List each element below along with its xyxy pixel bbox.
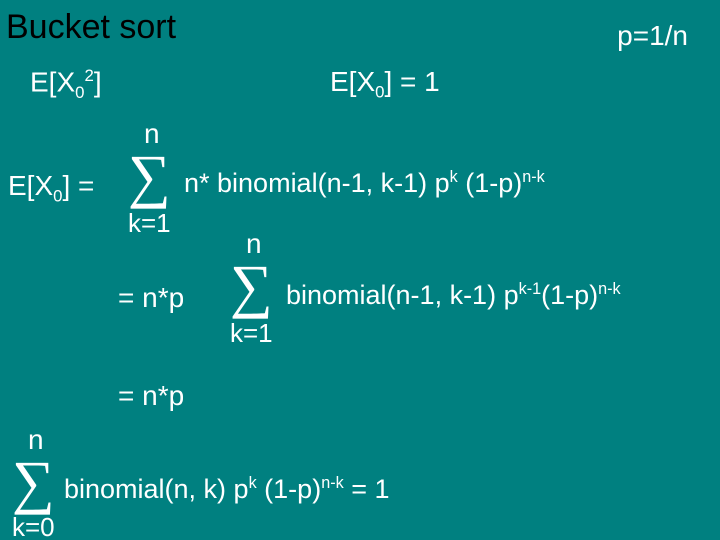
line3-result: = n*p (118, 380, 184, 412)
expectation-x0-squared: E[X02] (30, 66, 102, 103)
p-equation: p=1/n (617, 20, 688, 52)
sigma1-lower-limit: k=1 (128, 208, 171, 239)
sigma2-lower-limit: k=1 (230, 318, 273, 349)
sigma2-symbol: ∑ (230, 252, 273, 321)
line1-lhs: E[X0] = (8, 170, 94, 207)
line2-lhs: = n*p (118, 282, 184, 314)
slide-title: Bucket sort (6, 8, 176, 47)
sigma4-symbol: ∑ (12, 448, 55, 517)
sigma4-lower-limit: k=0 (12, 512, 55, 540)
line2-rhs: binomial(n-1, k-1) pk-1(1-p)n-k (286, 280, 621, 311)
line1-rhs: n* binomial(n-1, k-1) pk (1-p)n-k (184, 168, 545, 199)
sigma1-symbol: ∑ (128, 142, 171, 211)
line4-identity: binomial(n, k) pk (1-p)n-k = 1 (64, 474, 389, 505)
expectation-x0-eq-1: E[X0] = 1 (330, 66, 440, 103)
